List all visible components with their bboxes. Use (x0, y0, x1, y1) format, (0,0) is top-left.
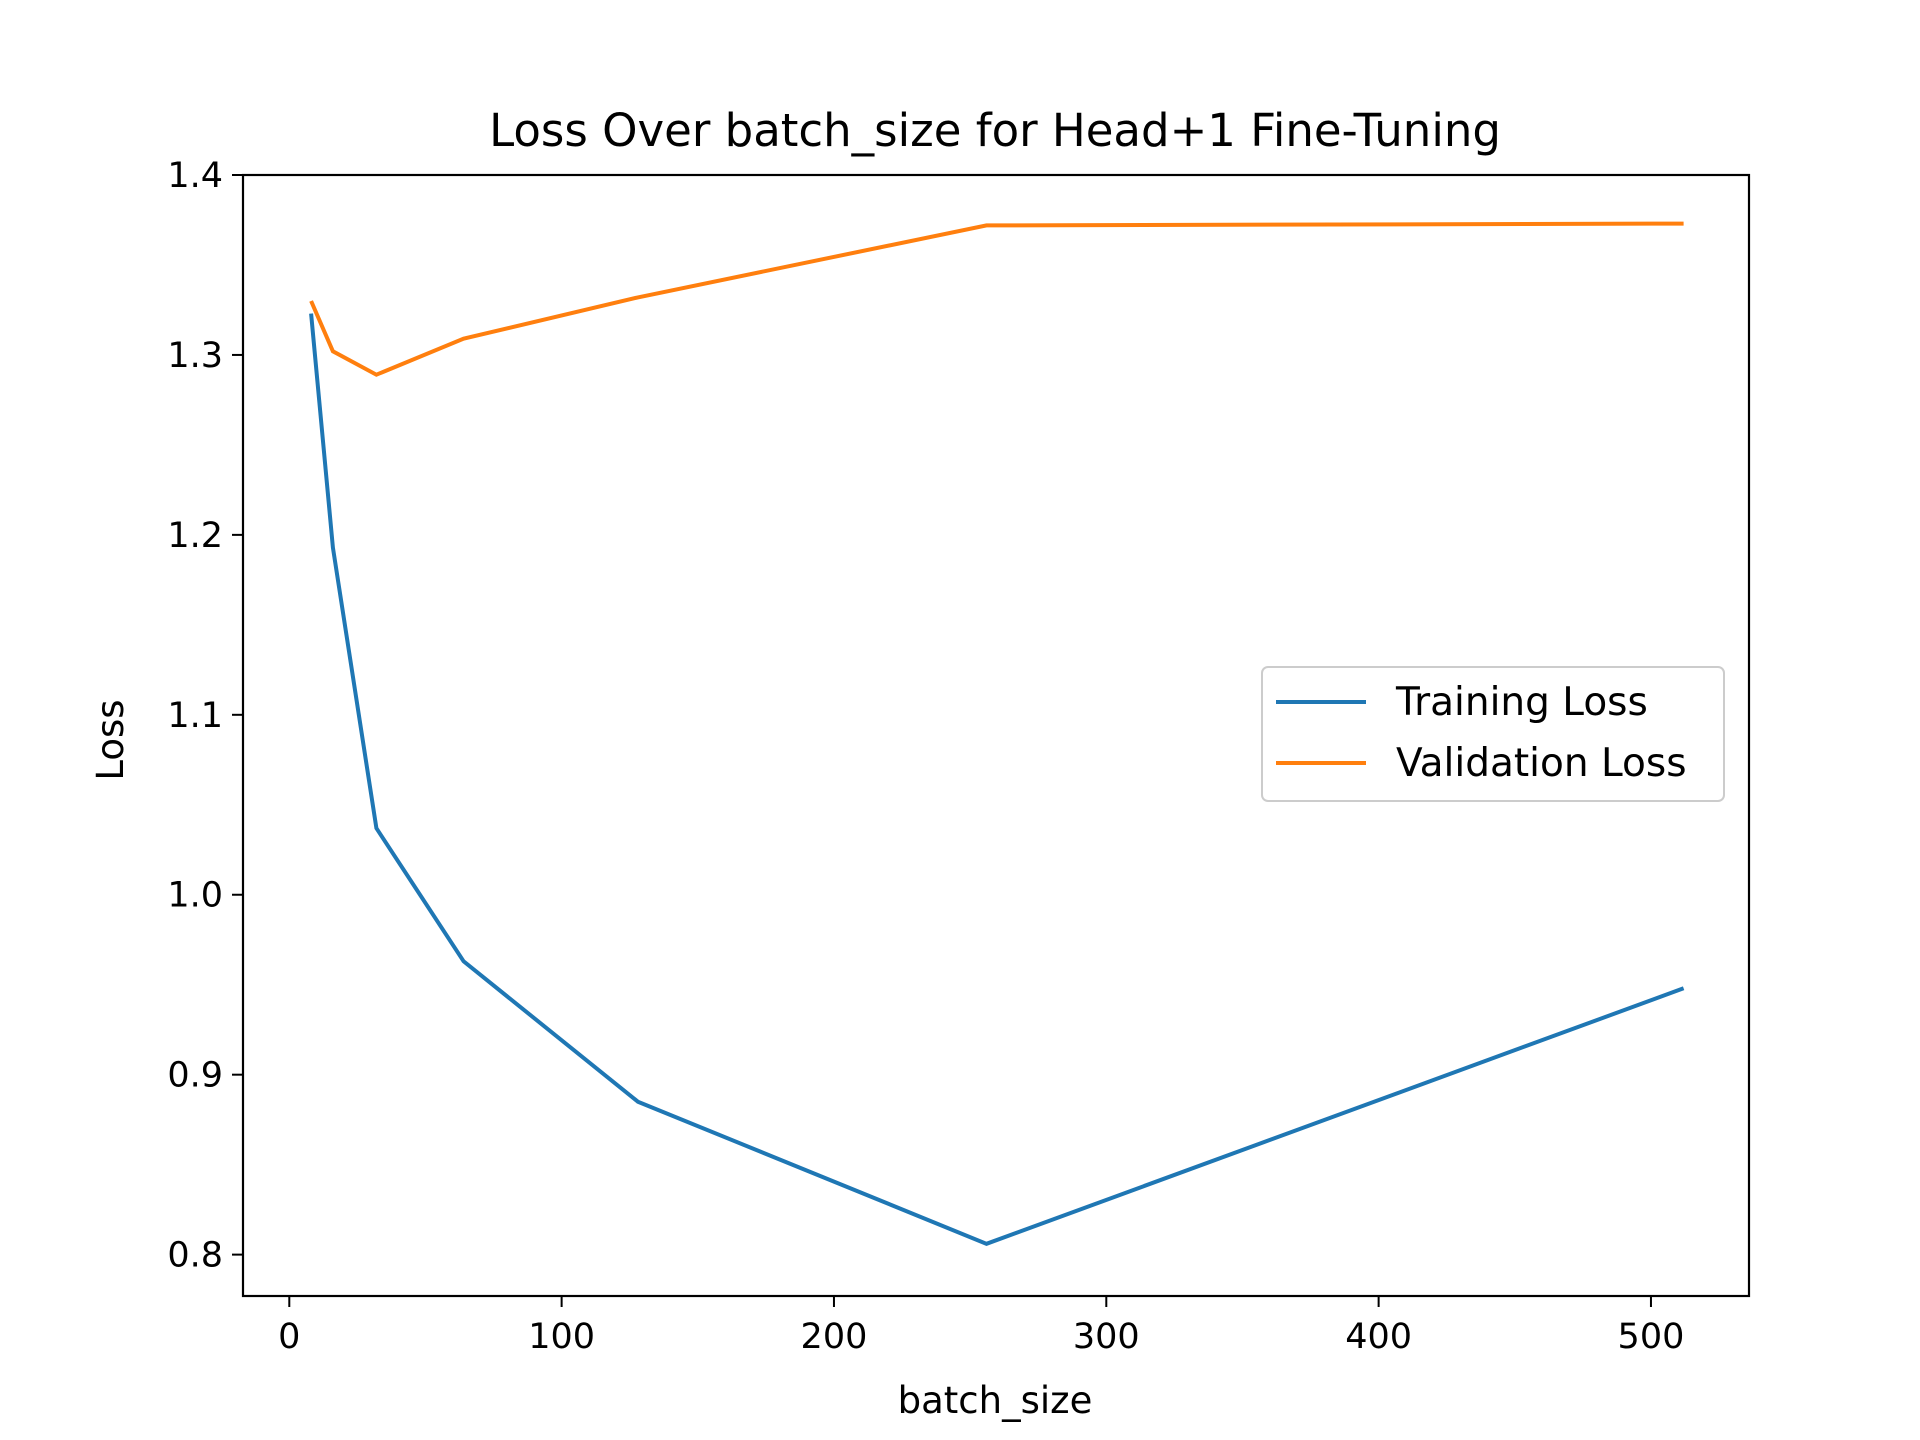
x-axis-label: batch_size (898, 1379, 1093, 1422)
legend-label-training-loss: Training Loss (1395, 680, 1648, 725)
y-tick-label: 1.2 (167, 516, 223, 556)
x-tick-label: 500 (1618, 1317, 1685, 1357)
legend-box (1261, 666, 1725, 802)
y-tick-label: 1.3 (167, 336, 223, 376)
x-tick-label: 100 (528, 1317, 595, 1357)
plot-frame (241, 173, 1751, 1298)
y-tick-label: 1.4 (167, 156, 223, 196)
y-tick-label: 0.9 (167, 1056, 223, 1096)
validation-loss-line (309, 221, 1684, 377)
chart-title: Loss Over batch_size for Head+1 Fine-Tun… (489, 104, 1501, 157)
y-tick-label: 1.1 (167, 696, 223, 736)
x-axis-ticks: 0 100 200 300 400 500 (278, 1296, 1684, 1357)
x-tick-label: 200 (801, 1317, 868, 1357)
x-tick-label: 400 (1345, 1317, 1412, 1357)
y-tick-label: 1.0 (167, 876, 223, 916)
x-tick-label: 300 (1073, 1317, 1140, 1357)
series-layer (309, 221, 1685, 1246)
legend: Training Loss Validation Loss (1261, 666, 1725, 802)
y-axis-ticks: 0.8 0.9 1.0 1.1 1.2 1.3 1.4 (167, 156, 243, 1276)
training-loss-line (309, 313, 1685, 1246)
y-axis-label: Loss (89, 699, 132, 780)
legend-label-validation-loss: Validation Loss (1396, 741, 1687, 786)
x-tick-label: 0 (278, 1317, 300, 1357)
legend-items: Training Loss Validation Loss (1276, 680, 1687, 786)
y-tick-label: 0.8 (167, 1236, 223, 1276)
